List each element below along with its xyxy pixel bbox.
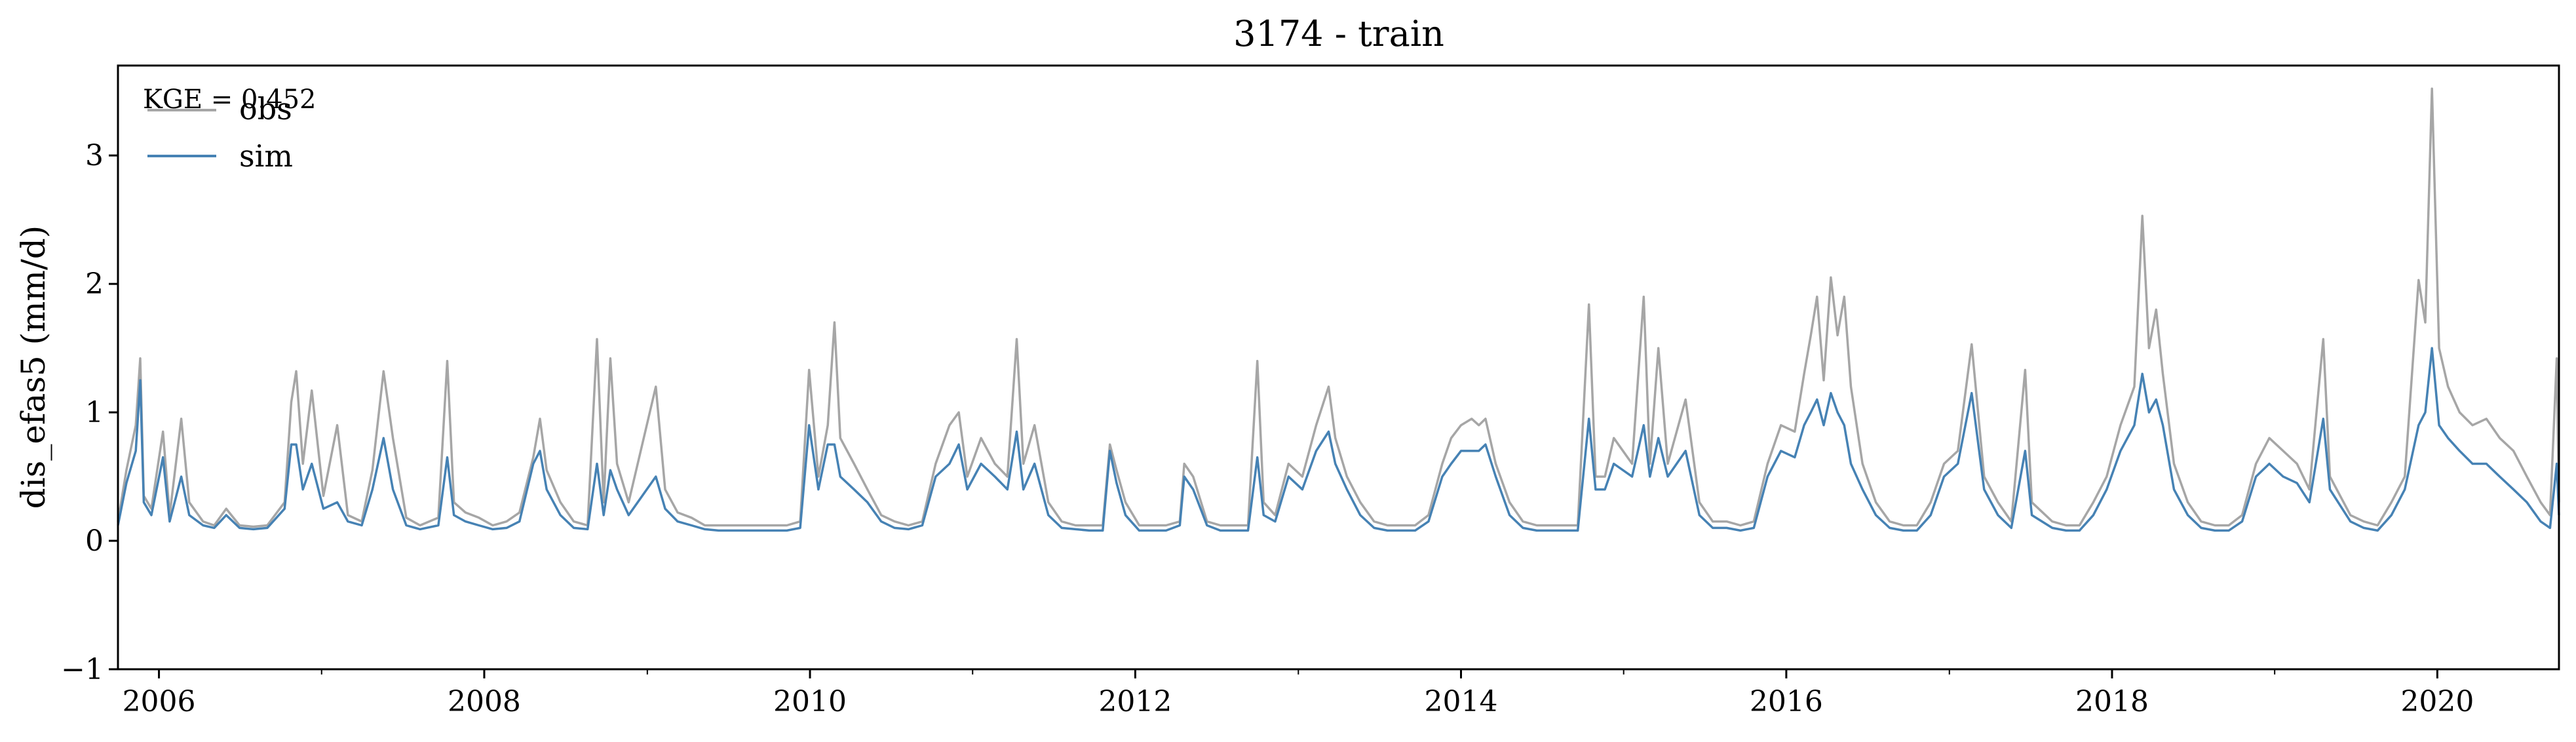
y-axis-label: dis_efas5 (mm/d) [14, 225, 52, 509]
x-tick-label: 2008 [448, 685, 521, 718]
kge-annotation: KGE = 0.452 [143, 85, 317, 115]
x-tick-label: 2020 [2400, 685, 2474, 718]
x-tick-label: 2016 [1750, 685, 1823, 718]
legend-label-sim: sim [239, 138, 293, 174]
x-tick-label: 2006 [123, 685, 196, 718]
plot-area-frame [117, 64, 2560, 671]
x-tick-label: 2012 [1098, 685, 1172, 718]
y-tick-label: 1 [85, 396, 104, 429]
y-tick-label: 3 [85, 139, 104, 172]
x-tick-label: 2014 [1425, 685, 1498, 718]
y-tick-label: 0 [85, 524, 104, 558]
chart-title: 3174 - train [1233, 13, 1444, 54]
series-layer [117, 87, 2560, 532]
x-tick-label: 2010 [773, 685, 847, 718]
x-tick-label: 2018 [2075, 685, 2149, 718]
y-tick-label: 2 [85, 267, 104, 301]
series-line-obs [117, 87, 2560, 528]
y-tick-label: −1 [61, 653, 104, 686]
y-axis: −1 0 1 2 3 [61, 139, 118, 686]
x-axis: 2006 2008 2010 2012 2014 2016 2018 2020 [123, 669, 2474, 718]
legend: obs sim [147, 91, 293, 174]
legend-label-obs: obs [239, 91, 292, 127]
series-line-sim [117, 347, 2560, 532]
